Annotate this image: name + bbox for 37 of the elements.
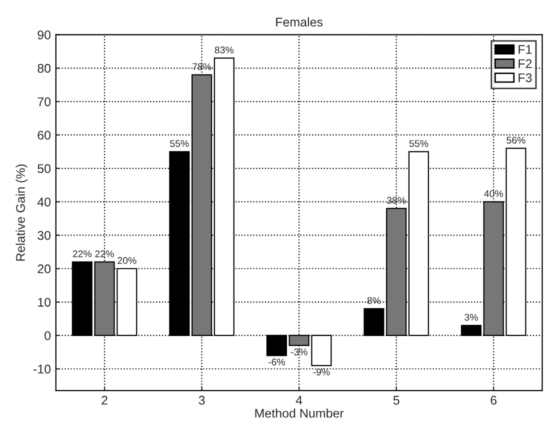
data-label: 22% [95,250,114,258]
y-tick-label: -10 [34,364,51,374]
y-tick-label: 40 [37,198,51,206]
data-label: 56% [506,136,526,144]
y-tick-label: 20 [38,264,51,274]
data-label: 22% [72,250,92,258]
y-tick-label: 80 [38,64,51,73]
x-tick-label: 4 [296,396,302,405]
legend-label: F1 [518,45,532,54]
x-tick-label: 3 [198,396,205,405]
chart-title: Females [276,17,323,27]
y-tick-label: 50 [38,164,51,174]
legend-label: F3 [518,73,532,82]
y-tick-label: 0 [44,331,51,340]
data-label: 20% [118,257,136,264]
data-label: 78% [192,63,212,70]
data-label: -6% [268,358,285,366]
y-tick-label: 30 [38,231,51,240]
y-tick-label: 90 [38,30,51,40]
data-label: 40% [484,190,503,198]
data-label: -3% [290,348,308,356]
data-label: 8% [367,297,381,304]
data-label: 55% [170,140,189,147]
data-label: -9% [313,368,330,376]
legend-label: F2 [518,59,532,68]
data-label: 3% [464,314,478,321]
y-tick-label: 10 [38,298,51,307]
y-axis-title: Relative Gain (%) [16,164,28,261]
x-tick-label: 6 [490,396,497,405]
data-label: 38% [386,196,406,204]
y-tick-label: 70 [38,97,51,106]
x-tick-label: 5 [393,396,400,405]
y-tick-label: 60 [38,130,51,140]
data-label: 83% [214,46,234,54]
x-tick-label: 2 [102,396,108,405]
data-label: 55% [409,140,428,147]
x-axis-title: Method Number [255,408,344,418]
